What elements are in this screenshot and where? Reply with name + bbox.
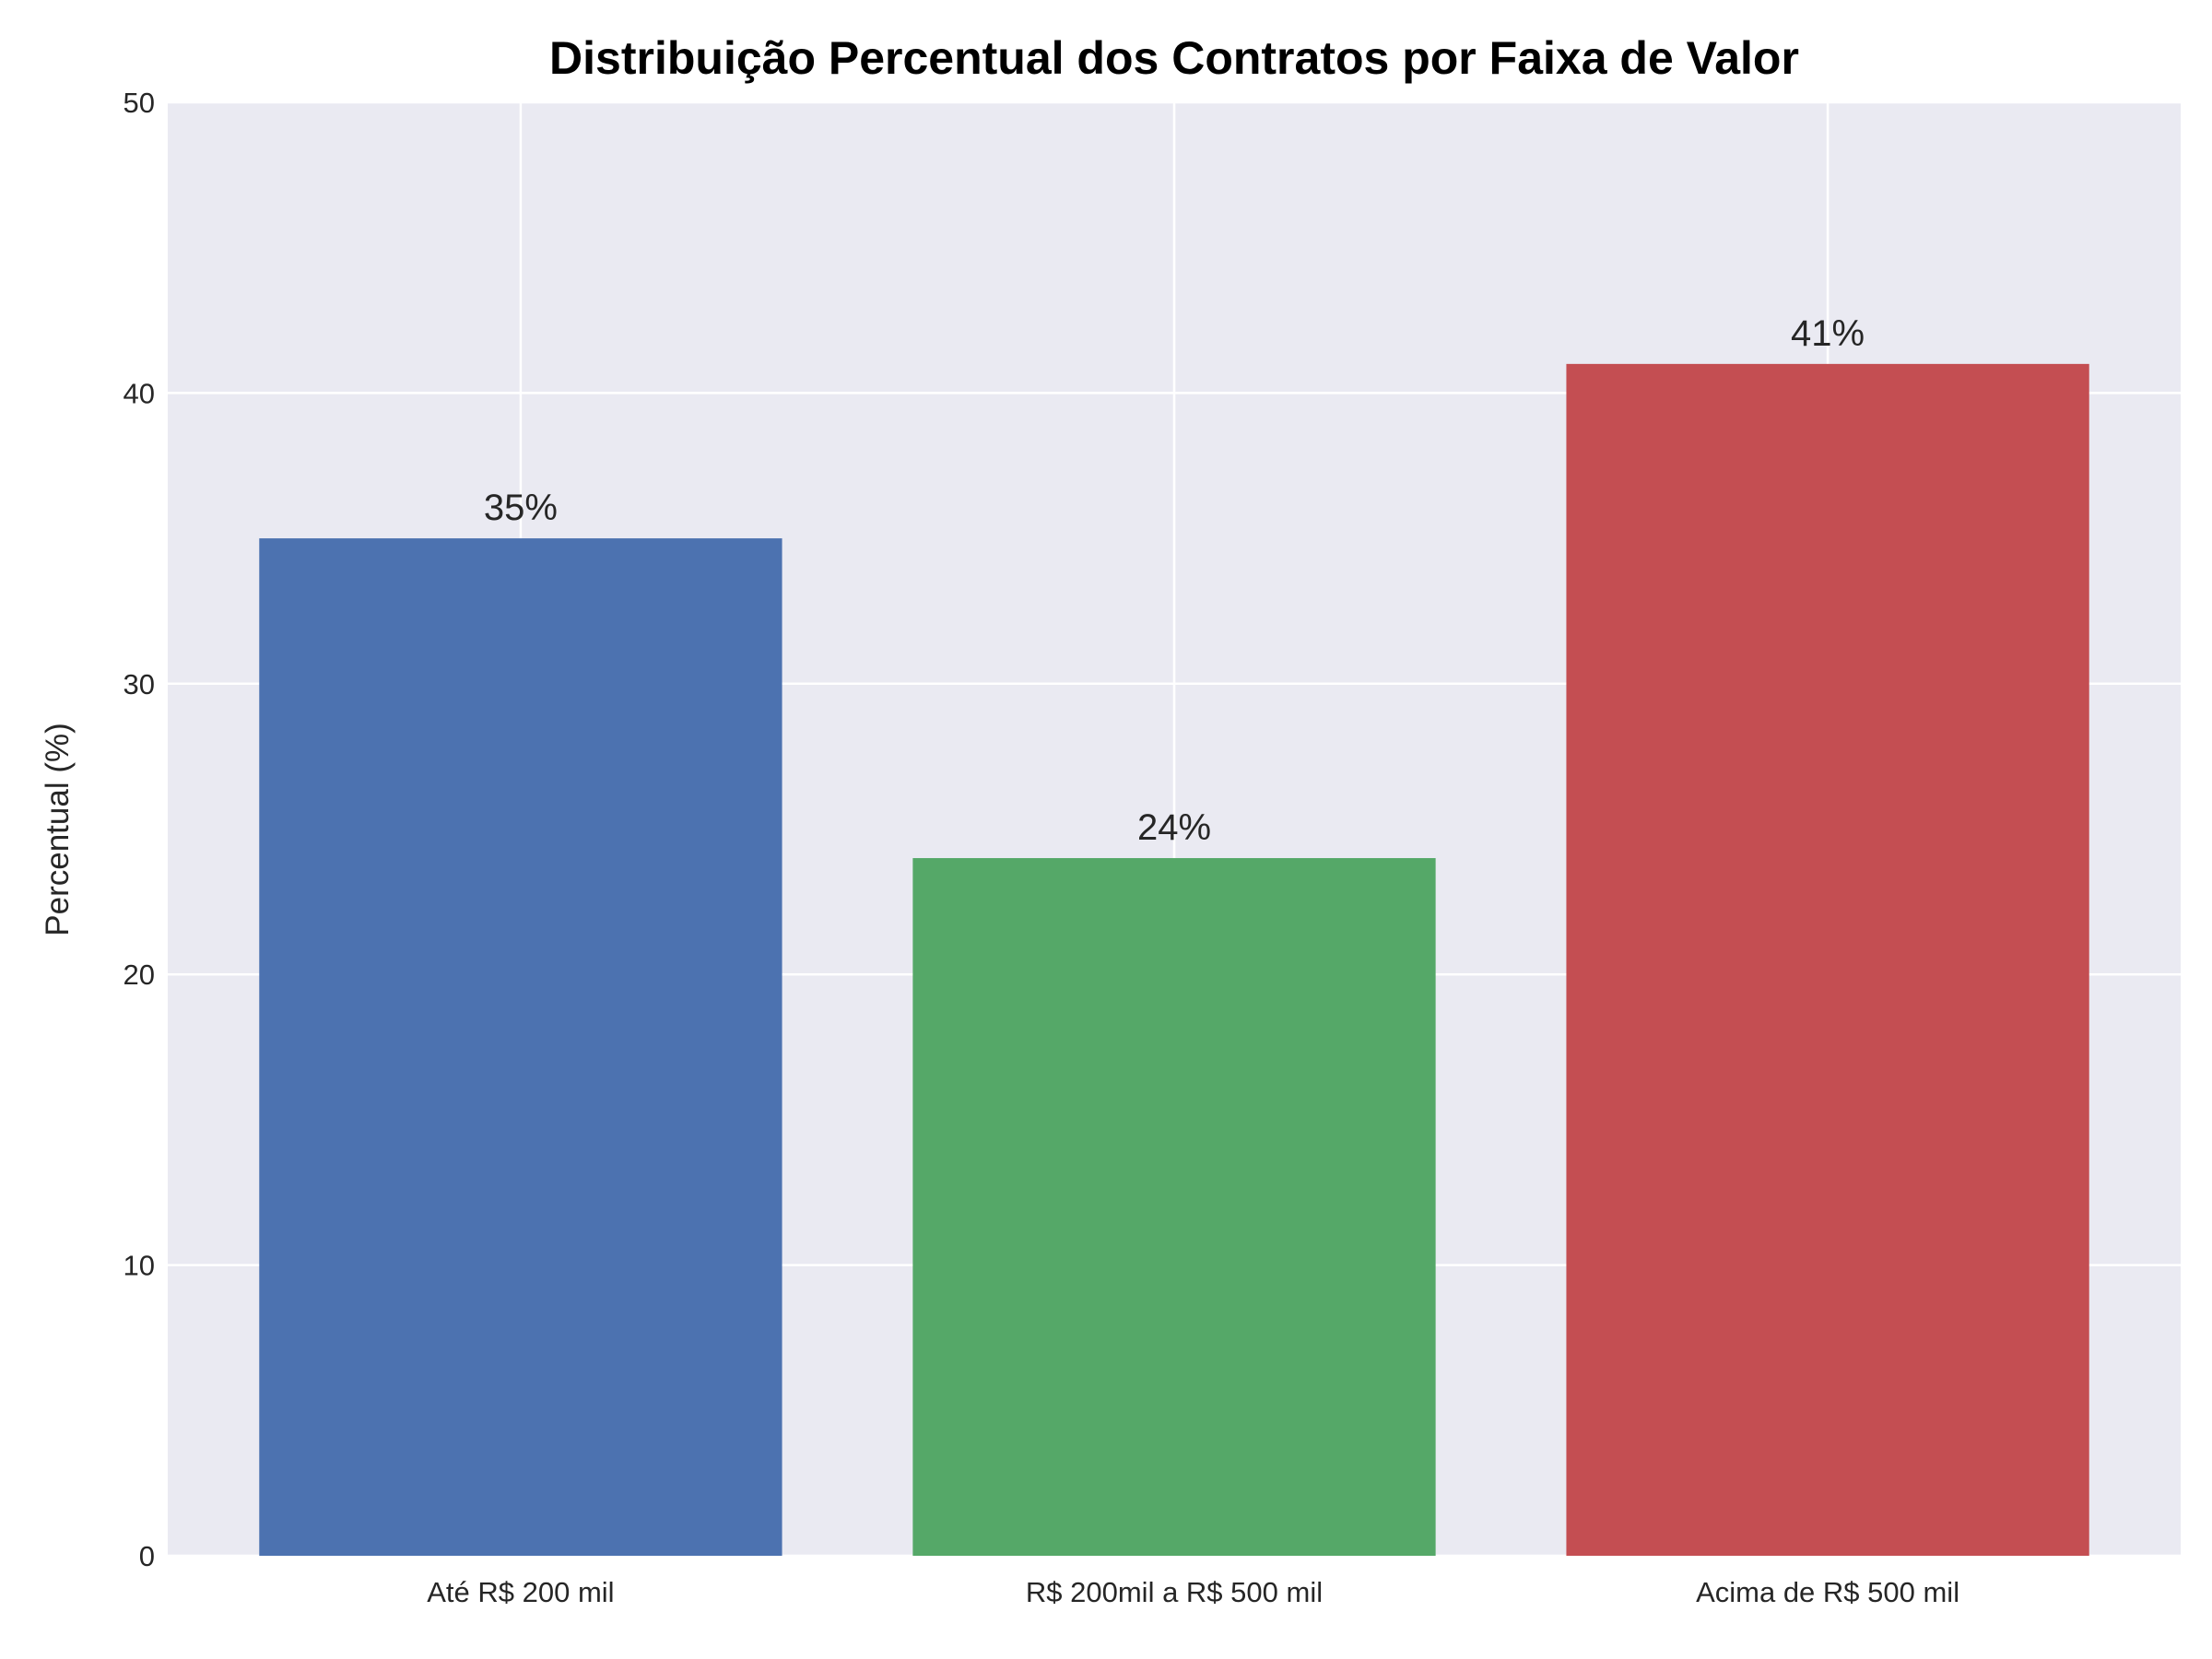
x-tick-label: Acima de R$ 500 mil bbox=[1696, 1576, 1959, 1608]
y-tick-label: 0 bbox=[139, 1540, 155, 1572]
y-ticks: 0 10 20 30 40 50 bbox=[124, 87, 155, 1572]
data-label: 35% bbox=[484, 488, 558, 528]
data-label: 41% bbox=[1791, 313, 1865, 354]
chart-title: Distribuição Percentual dos Contratos po… bbox=[549, 32, 1799, 84]
bars bbox=[259, 363, 2089, 1556]
y-tick-label: 10 bbox=[124, 1250, 155, 1282]
bar bbox=[1566, 363, 2089, 1556]
y-tick-label: 30 bbox=[124, 668, 155, 700]
bar bbox=[259, 538, 782, 1556]
data-labels: 35% 24% 41% bbox=[484, 313, 1865, 848]
x-ticks: Até R$ 200 mil R$ 200mil a R$ 500 mil Acim… bbox=[427, 1576, 1959, 1608]
y-tick-label: 50 bbox=[124, 87, 155, 119]
y-tick-label: 40 bbox=[124, 377, 155, 409]
data-label: 24% bbox=[1137, 807, 1211, 848]
bar bbox=[912, 858, 1436, 1556]
y-axis-label: Percentual (%) bbox=[40, 723, 76, 935]
y-tick-label: 20 bbox=[124, 959, 155, 991]
x-tick-label: Até R$ 200 mil bbox=[427, 1576, 614, 1608]
x-tick-label: R$ 200mil a R$ 500 mil bbox=[1026, 1576, 1323, 1608]
